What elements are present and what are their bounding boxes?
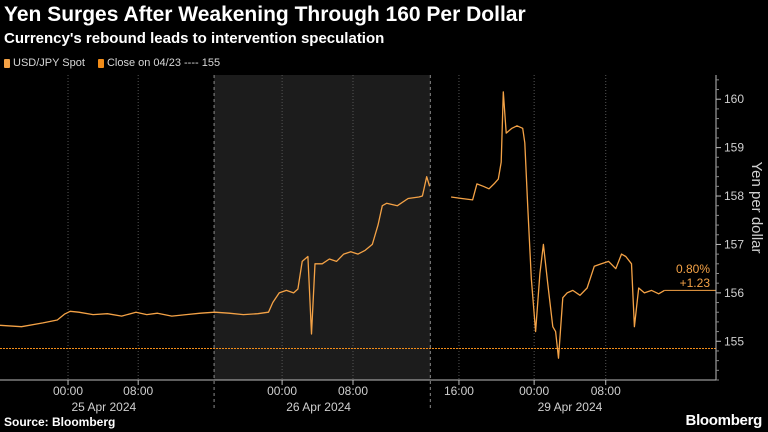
day-label-0: 25 Apr 2024: [71, 400, 136, 414]
y-tick-label-159: 159: [724, 141, 744, 155]
y-tick-label-157: 157: [724, 237, 744, 251]
series-line-segment-1: [451, 91, 665, 359]
x-tick-label-1: 08:00: [123, 384, 153, 398]
labels-group: 155 156 157 158 159 160 Yen per dollar 00:00 08:…: [53, 92, 765, 414]
y-tick-label-156: 156: [724, 286, 744, 300]
series-group: [0, 91, 716, 359]
y-axis-title: Yen per dollar: [748, 161, 765, 253]
x-tick-label-2: 00:00: [267, 384, 297, 398]
source-note: Source: Bloomberg: [4, 415, 116, 429]
chart-legend: USD/JPY Spot Close on 04/23 ---- 155: [4, 57, 228, 69]
legend-swatch-reference: [97, 58, 104, 68]
x-tick-label-6: 08:00: [591, 384, 621, 398]
chart-title: Yen Surges After Weakening Through 160 P…: [4, 3, 526, 26]
x-tick-label-3: 08:00: [338, 384, 368, 398]
chart-subtitle: Currency's rebound leads to intervention…: [4, 30, 385, 47]
x-tick-label-5: 00:00: [519, 384, 549, 398]
day-label-2: 29 Apr 2024: [538, 400, 603, 414]
legend-label-reference: Close on 04/23 ---- 155: [106, 57, 221, 69]
legend-item-spot: USD/JPY Spot: [4, 57, 85, 69]
series-line-segment-0: [0, 176, 431, 335]
legend-label-spot: USD/JPY Spot: [13, 57, 85, 69]
grid-group: [67, 75, 607, 410]
legend-item-reference: Close on 04/23 ---- 155: [97, 57, 221, 69]
bloomberg-logo: Bloomberg: [685, 412, 763, 429]
annotation-net-change: +1.23: [680, 276, 711, 290]
annotation-percent-change: 0.80%: [676, 262, 710, 276]
y-tick-label-155: 155: [724, 334, 744, 348]
x-tick-label-0: 00:00: [53, 384, 83, 398]
x-tick-label-4: 16:00: [444, 384, 474, 398]
legend-swatch-spot: [4, 58, 10, 68]
y-tick-label-158: 158: [724, 189, 744, 203]
y-tick-label-160: 160: [724, 92, 744, 106]
shaded-region-group: [214, 75, 431, 380]
axes-group: [0, 75, 721, 385]
day-label-1: 26 Apr 2024: [286, 400, 351, 414]
shaded-day-band: [214, 75, 431, 380]
